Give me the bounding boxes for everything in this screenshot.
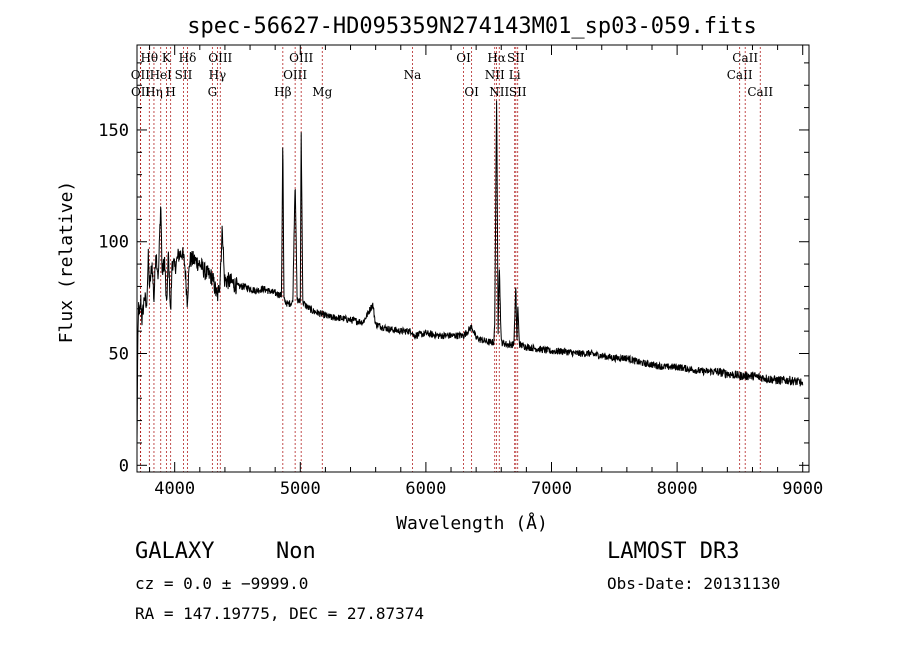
- x-tick-label: 8000: [657, 479, 698, 499]
- x-axis-label: Wavelength (Å): [396, 512, 548, 534]
- line-marker-label: OII: [131, 85, 151, 99]
- emission-line-markers: OIIOIIHθHηHeIKHSIIHδGHγOIIIHβOIIIOIIIMgN…: [131, 47, 773, 472]
- survey-name: LAMOST DR3: [607, 539, 740, 564]
- line-marker-label: Hβ: [274, 85, 291, 99]
- chart-title: spec-56627-HD095359N274143M01_sp03-059.f…: [187, 14, 757, 39]
- line-marker-label: Hα: [487, 51, 506, 65]
- line-marker-label: H: [165, 85, 175, 99]
- x-axis: 4000 5000 6000 7000 8000 9000: [149, 45, 823, 499]
- y-tick-label: 150: [98, 121, 129, 141]
- line-marker-label: NII: [489, 85, 509, 99]
- redshift-text: cz = 0.0 ± −9999.0: [135, 574, 309, 593]
- line-marker-label: Li: [509, 68, 521, 82]
- object-subclass: Non: [276, 539, 316, 564]
- x-tick-label: 4000: [154, 479, 195, 499]
- line-marker-label: Hθ: [140, 51, 158, 65]
- y-axis-label: Flux (relative): [56, 181, 77, 344]
- x-tick-label: 9000: [782, 479, 823, 499]
- line-marker-label: Hδ: [179, 51, 197, 65]
- line-marker-label: G: [208, 85, 218, 99]
- plot-frame: [136, 44, 810, 473]
- line-marker-label: SII: [175, 68, 193, 82]
- line-marker-label: CaII: [727, 68, 753, 82]
- line-marker-label: CaII: [747, 85, 773, 99]
- line-marker-label: OIII: [283, 68, 307, 82]
- y-tick-label: 50: [109, 345, 129, 365]
- y-tick-label: 100: [98, 233, 129, 253]
- x-tick-label: 5000: [280, 479, 321, 499]
- line-marker-label: SII: [507, 51, 525, 65]
- line-marker-label: Mg: [312, 85, 332, 99]
- x-tick-label: 7000: [531, 479, 572, 499]
- line-marker-label: OI: [456, 51, 471, 65]
- y-axis: 0 50 100 150: [98, 62, 809, 476]
- line-marker-label: SII: [509, 85, 527, 99]
- line-marker-label: OI: [464, 85, 479, 99]
- spectrum-line: [136, 100, 804, 445]
- line-marker-label: NII: [485, 68, 505, 82]
- x-tick-label: 6000: [405, 479, 446, 499]
- line-marker-label: K: [162, 51, 172, 65]
- line-marker-label: Hγ: [209, 68, 227, 82]
- coordinates-text: RA = 147.19775, DEC = 27.87374: [135, 604, 424, 623]
- observation-date: Obs-Date: 20131130: [607, 574, 781, 593]
- object-class: GALAXY: [135, 539, 215, 564]
- line-marker-label: Hη: [145, 85, 163, 99]
- line-marker-label: HeI: [150, 68, 173, 82]
- line-marker-label: OIII: [289, 51, 313, 65]
- line-marker-label: CaII: [732, 51, 758, 65]
- line-marker-label: OIII: [208, 51, 232, 65]
- line-marker-label: Na: [404, 68, 422, 82]
- y-tick-label: 0: [119, 456, 129, 476]
